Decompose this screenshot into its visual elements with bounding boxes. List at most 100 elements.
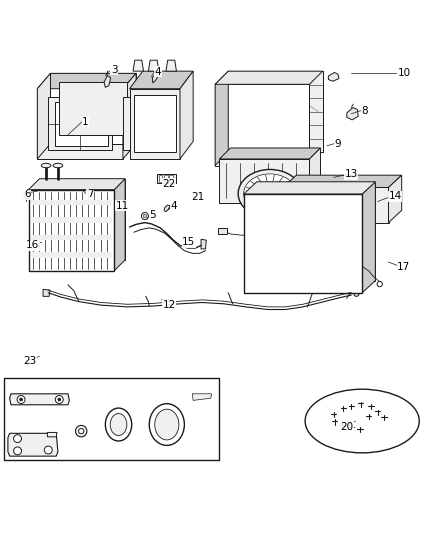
Polygon shape [215, 71, 228, 166]
Polygon shape [328, 72, 338, 81]
Ellipse shape [343, 199, 353, 206]
Bar [164, 175, 167, 182]
Bar [48, 98, 112, 150]
Polygon shape [24, 189, 45, 199]
Ellipse shape [262, 199, 272, 206]
Polygon shape [65, 185, 92, 195]
Polygon shape [148, 60, 159, 71]
Polygon shape [201, 239, 206, 249]
Polygon shape [43, 289, 50, 296]
Text: 20: 20 [339, 422, 353, 432]
Polygon shape [129, 88, 180, 159]
Ellipse shape [243, 174, 296, 213]
Text: 16: 16 [26, 240, 39, 251]
Text: 1: 1 [82, 117, 89, 127]
Polygon shape [215, 71, 322, 84]
Polygon shape [10, 394, 69, 405]
Ellipse shape [246, 199, 256, 206]
Polygon shape [28, 190, 114, 271]
Polygon shape [180, 71, 193, 159]
Text: 17: 17 [396, 262, 410, 271]
Text: 22: 22 [162, 179, 175, 189]
Polygon shape [133, 60, 143, 71]
Polygon shape [28, 179, 125, 190]
Polygon shape [104, 76, 110, 87]
Polygon shape [388, 175, 401, 223]
Ellipse shape [237, 169, 301, 218]
Ellipse shape [53, 163, 63, 168]
Ellipse shape [110, 414, 127, 435]
Bar [109, 198, 122, 208]
Ellipse shape [44, 446, 52, 454]
Ellipse shape [111, 196, 120, 199]
Text: 4: 4 [170, 201, 177, 211]
Text: 3: 3 [110, 65, 117, 75]
Polygon shape [37, 88, 123, 159]
Polygon shape [283, 188, 388, 223]
Polygon shape [283, 175, 401, 188]
Text: 21: 21 [191, 192, 204, 202]
Text: 13: 13 [344, 169, 357, 179]
Polygon shape [8, 433, 58, 456]
Ellipse shape [141, 213, 148, 220]
Text: 11: 11 [115, 201, 128, 211]
Ellipse shape [58, 398, 60, 401]
Ellipse shape [14, 434, 21, 442]
Ellipse shape [55, 395, 63, 403]
Polygon shape [215, 84, 309, 166]
Polygon shape [123, 98, 149, 150]
Text: 5: 5 [149, 210, 156, 220]
Polygon shape [256, 182, 374, 280]
Ellipse shape [20, 398, 22, 401]
Bar [55, 102, 107, 146]
Bar [31, 253, 112, 258]
Ellipse shape [149, 403, 184, 446]
Polygon shape [228, 71, 322, 152]
Bar [134, 95, 175, 152]
Polygon shape [252, 218, 287, 231]
Polygon shape [129, 71, 193, 88]
Bar [159, 175, 162, 182]
Bar [31, 217, 112, 223]
Bar [4, 378, 219, 459]
Bar [31, 200, 112, 205]
Ellipse shape [155, 409, 179, 440]
Polygon shape [346, 108, 357, 120]
Polygon shape [136, 82, 162, 135]
Ellipse shape [311, 199, 321, 206]
Polygon shape [192, 394, 211, 400]
Ellipse shape [41, 163, 51, 168]
Text: 4: 4 [154, 67, 161, 77]
Polygon shape [114, 179, 125, 271]
Ellipse shape [304, 389, 418, 453]
Polygon shape [219, 159, 309, 203]
Ellipse shape [263, 189, 276, 198]
Ellipse shape [78, 429, 84, 434]
Ellipse shape [353, 291, 358, 296]
Ellipse shape [279, 199, 288, 206]
Ellipse shape [109, 195, 122, 200]
Text: 8: 8 [360, 106, 367, 116]
Polygon shape [47, 432, 57, 437]
Ellipse shape [252, 212, 287, 223]
Polygon shape [219, 148, 320, 159]
Text: 10: 10 [396, 68, 410, 78]
Polygon shape [243, 194, 361, 293]
Ellipse shape [143, 214, 146, 218]
Text: 9: 9 [334, 139, 341, 149]
Bar [218, 228, 226, 234]
Text: 14: 14 [388, 191, 401, 201]
Text: 7: 7 [86, 189, 93, 199]
Ellipse shape [17, 395, 25, 403]
Polygon shape [37, 74, 50, 159]
Polygon shape [164, 205, 170, 212]
Text: 12: 12 [162, 300, 175, 310]
Text: 6: 6 [24, 189, 31, 199]
Polygon shape [243, 182, 374, 194]
Ellipse shape [327, 199, 337, 206]
Ellipse shape [295, 199, 304, 206]
Bar [169, 175, 173, 182]
Bar [31, 235, 112, 240]
Bar [157, 174, 175, 183]
Polygon shape [37, 74, 136, 88]
